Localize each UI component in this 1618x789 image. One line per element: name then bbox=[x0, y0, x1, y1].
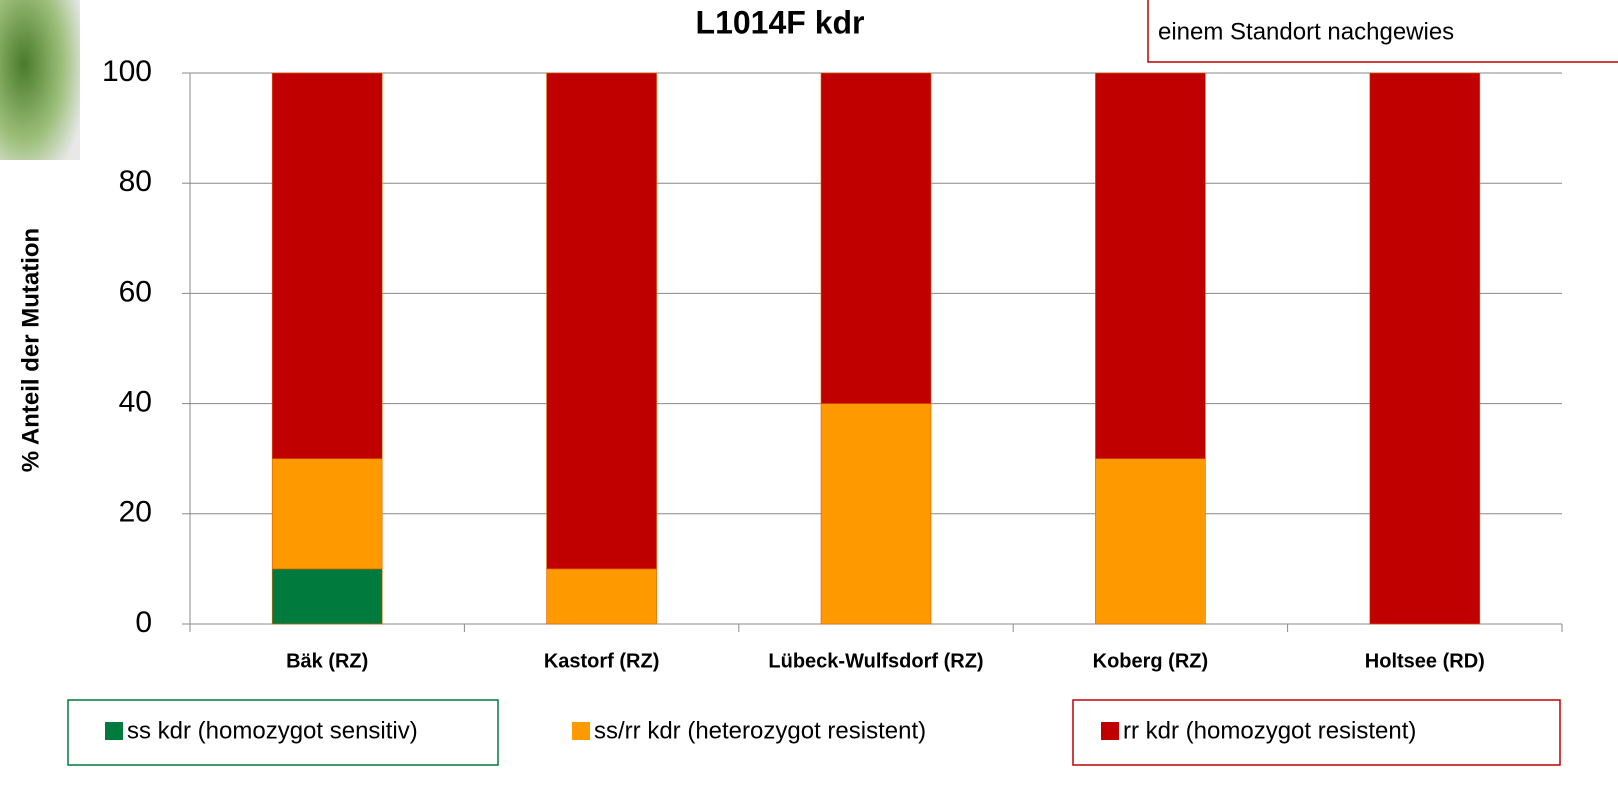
bar-segment bbox=[271, 458, 383, 570]
bar-segment bbox=[271, 72, 383, 460]
legend-box bbox=[1072, 699, 1561, 766]
bar-segment bbox=[546, 568, 657, 625]
chart-title: L1014F kdr bbox=[696, 4, 865, 40]
x-tick-label: Koberg (RZ) bbox=[1093, 650, 1209, 672]
y-axis-label: % Anteil der Mutation bbox=[17, 228, 44, 472]
bar-segment bbox=[820, 72, 932, 404]
bar-segment bbox=[546, 72, 657, 570]
y-tick-label: 0 bbox=[135, 606, 152, 639]
y-tick-label: 100 bbox=[102, 55, 152, 88]
y-tick-label: 40 bbox=[119, 386, 152, 419]
x-tick-label: Kastorf (RZ) bbox=[544, 650, 660, 672]
y-tick-label: 60 bbox=[119, 275, 152, 308]
legend-label: ss/rr kdr (heterozygot resistent) bbox=[594, 717, 926, 744]
bar-segment bbox=[1095, 72, 1206, 460]
bar-segment bbox=[1369, 72, 1481, 625]
photo-thumbnail bbox=[0, 0, 80, 160]
bar-segment bbox=[1095, 458, 1206, 625]
y-tick-label: 20 bbox=[119, 496, 152, 529]
legend-swatch bbox=[105, 722, 123, 740]
legend-label: rr kdr (homozygot resistent) bbox=[1123, 717, 1416, 744]
bar-segment bbox=[820, 403, 932, 625]
annotation: einem Standort nachgewies bbox=[1158, 18, 1454, 45]
x-tick-label: Holtsee (RD) bbox=[1365, 650, 1485, 672]
legend-box bbox=[67, 699, 499, 766]
legend-swatch bbox=[572, 722, 590, 740]
bar-segment bbox=[271, 568, 383, 625]
annotation-box bbox=[1147, 0, 1618, 63]
y-tick-label: 80 bbox=[119, 165, 152, 198]
legend-label: ss kdr (homozygot sensitiv) bbox=[127, 717, 418, 744]
x-tick-label: Bäk (RZ) bbox=[286, 650, 368, 672]
x-tick-label: Lübeck-Wulfsdorf (RZ) bbox=[768, 650, 983, 672]
legend-swatch bbox=[1101, 722, 1119, 740]
